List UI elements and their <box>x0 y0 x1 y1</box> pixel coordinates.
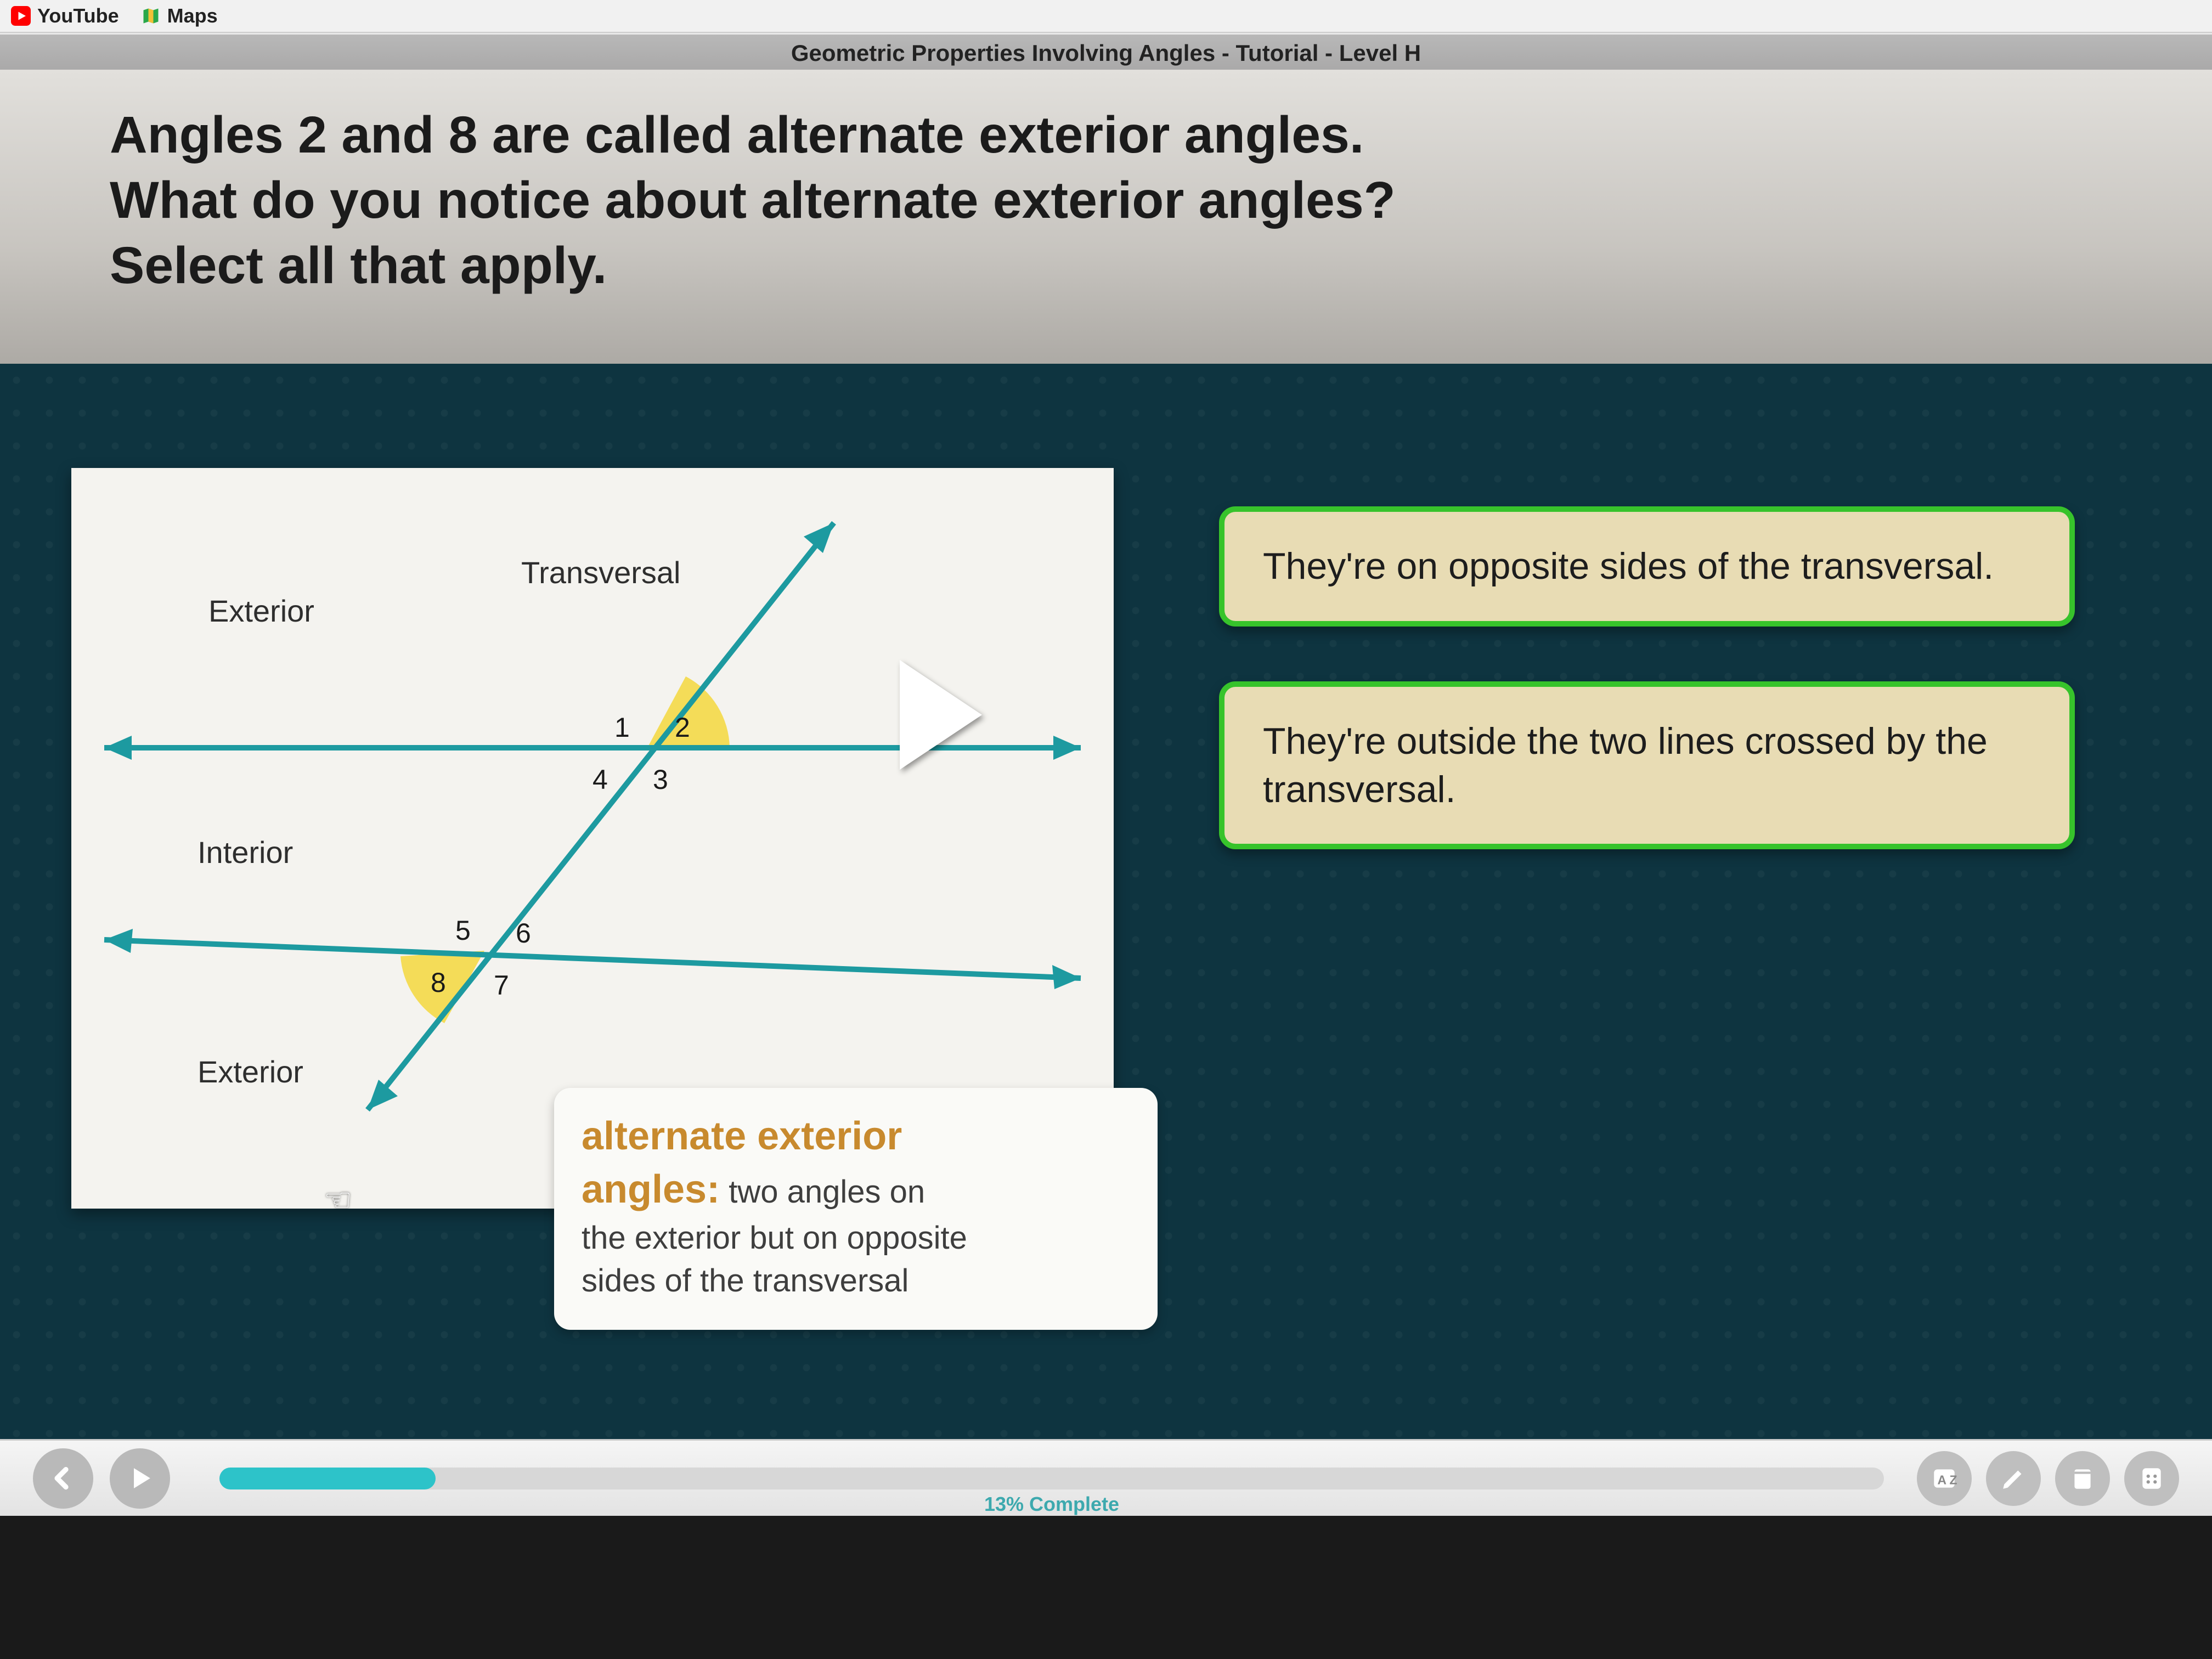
youtube-icon <box>11 6 31 26</box>
app-root: YouTube Maps Geometric Properties Involv… <box>0 0 2212 1516</box>
progress-fill <box>219 1468 436 1489</box>
back-button[interactable] <box>33 1448 93 1509</box>
tab-youtube-label: YouTube <box>37 4 119 27</box>
calculator-button[interactable] <box>2124 1451 2179 1506</box>
angle-7: 7 <box>494 970 509 1001</box>
svg-text:A Z: A Z <box>1938 1472 1957 1487</box>
definition-term-2: angles: <box>582 1167 720 1211</box>
angle-5: 5 <box>455 915 471 946</box>
tab-maps[interactable]: Maps <box>141 4 218 27</box>
page-title: Geometric Properties Involving Angles - … <box>0 33 2212 70</box>
angle-3: 3 <box>653 764 668 795</box>
notepad-button[interactable] <box>2055 1451 2110 1506</box>
bottom-toolbar: 13% Complete A Z <box>0 1439 2212 1516</box>
question-line-3: Select all that apply. <box>110 236 607 295</box>
definition-body-1: two angles on <box>729 1174 925 1210</box>
label-exterior-bottom: Exterior <box>198 1054 303 1089</box>
transversal-line <box>368 523 834 1110</box>
cursor-hand-icon: ☜ <box>324 1181 352 1218</box>
arrow-right-1 <box>1053 736 1081 760</box>
question-panel: Angles 2 and 8 are called alternate exte… <box>0 70 2212 364</box>
definition-term: alternate exterior <box>582 1114 902 1158</box>
label-transversal: Transversal <box>521 555 680 590</box>
definition-body-3: sides of the transversal <box>582 1263 909 1299</box>
parallel-line-2 <box>104 940 1081 978</box>
arrow-transversal-bottom <box>368 1080 398 1110</box>
pencil-button[interactable] <box>1986 1451 2041 1506</box>
answer-options: They're on opposite sides of the transve… <box>1219 506 2075 849</box>
answer-option-2[interactable]: They're outside the two lines crossed by… <box>1219 681 2075 850</box>
tab-youtube[interactable]: YouTube <box>11 4 119 27</box>
question-line-2: What do you notice about alternate exter… <box>110 171 1396 229</box>
progress-bar[interactable]: 13% Complete <box>219 1468 1884 1489</box>
answer-option-1[interactable]: They're on opposite sides of the transve… <box>1219 506 2075 626</box>
progress-label: 13% Complete <box>984 1493 1119 1516</box>
label-interior: Interior <box>198 835 293 870</box>
maps-icon <box>141 6 161 26</box>
right-tools: A Z <box>1917 1451 2179 1506</box>
play-button[interactable] <box>110 1448 170 1509</box>
arrow-right-2 <box>1052 965 1081 989</box>
definition-card: alternate exterior angles: two angles on… <box>554 1088 1158 1330</box>
definition-body-2: the exterior but on opposite <box>582 1220 967 1256</box>
arrow-left-1 <box>104 736 132 760</box>
play-icon[interactable] <box>900 660 982 770</box>
question-text: Angles 2 and 8 are called alternate exte… <box>110 103 2124 298</box>
label-exterior-top: Exterior <box>208 594 314 628</box>
browser-tab-strip: YouTube Maps <box>0 0 2212 33</box>
angle-1: 1 <box>614 712 630 743</box>
question-line-1: Angles 2 and 8 are called alternate exte… <box>110 106 1364 164</box>
glossary-button[interactable]: A Z <box>1917 1451 1972 1506</box>
angle-2: 2 <box>675 712 690 743</box>
content-area: Exterior Transversal Interior Exterior 1… <box>0 364 2212 1516</box>
arrow-left-2 <box>104 929 133 953</box>
arrow-transversal-top <box>804 523 834 553</box>
tab-maps-label: Maps <box>167 4 218 27</box>
angle-6: 6 <box>516 918 531 949</box>
angle-4: 4 <box>592 764 608 795</box>
angle-8: 8 <box>431 967 446 998</box>
